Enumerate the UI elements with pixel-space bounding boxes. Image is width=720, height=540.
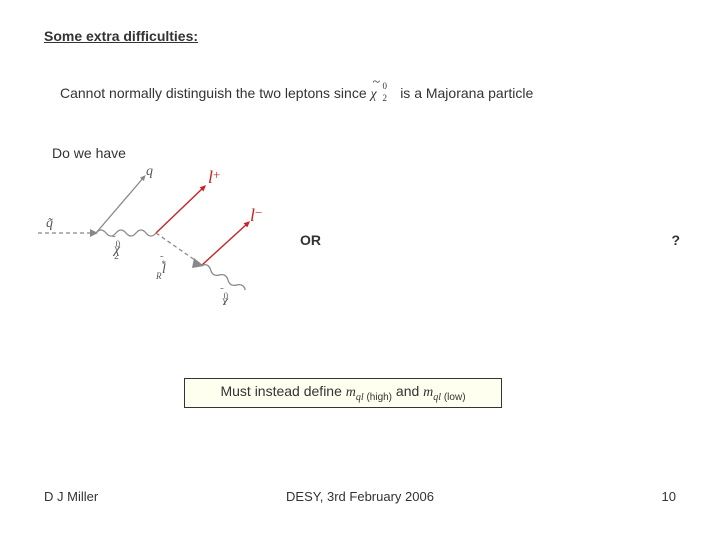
- question-mark: ?: [671, 232, 680, 248]
- line-do-we-have: Do we have: [52, 145, 126, 161]
- m2-sub: ql: [433, 392, 441, 403]
- m1-sub: ql: [356, 392, 364, 403]
- m1-paren: (high): [364, 392, 392, 403]
- box-and: and: [392, 383, 423, 399]
- or-text: OR: [300, 232, 321, 248]
- label-lminus: l−: [250, 205, 262, 225]
- feynman-diagram: q q̃ χ˜02 l+ l− l˜*R χ˜01: [34, 165, 304, 305]
- line-majorana: Cannot normally distinguish the two lept…: [60, 85, 533, 103]
- label-q: q: [146, 165, 153, 179]
- footer-venue: DESY, 3rd February 2006: [0, 489, 720, 504]
- label-qtilde: q̃: [46, 216, 53, 231]
- m2-base: m: [423, 385, 433, 400]
- box-prefix: Must instead define: [220, 383, 345, 399]
- footer-page-number: 10: [662, 489, 676, 504]
- label-chi20: χ˜02: [112, 234, 121, 261]
- m1-base: m: [346, 385, 356, 400]
- title: Some extra difficulties:: [44, 28, 198, 44]
- definition-box: Must instead define mql (high) and mql (…: [184, 378, 502, 408]
- chi-symbol-inline: ~ χ 0 2: [371, 87, 389, 103]
- label-chi10: χ˜01: [220, 286, 229, 305]
- line1-part-b: is a Majorana particle: [400, 85, 533, 101]
- label-lplus: l+: [208, 167, 220, 187]
- label-slepton: l˜*R: [155, 254, 167, 281]
- line1-part-a: Cannot normally distinguish the two lept…: [60, 85, 367, 101]
- m2-paren: (low): [441, 392, 465, 403]
